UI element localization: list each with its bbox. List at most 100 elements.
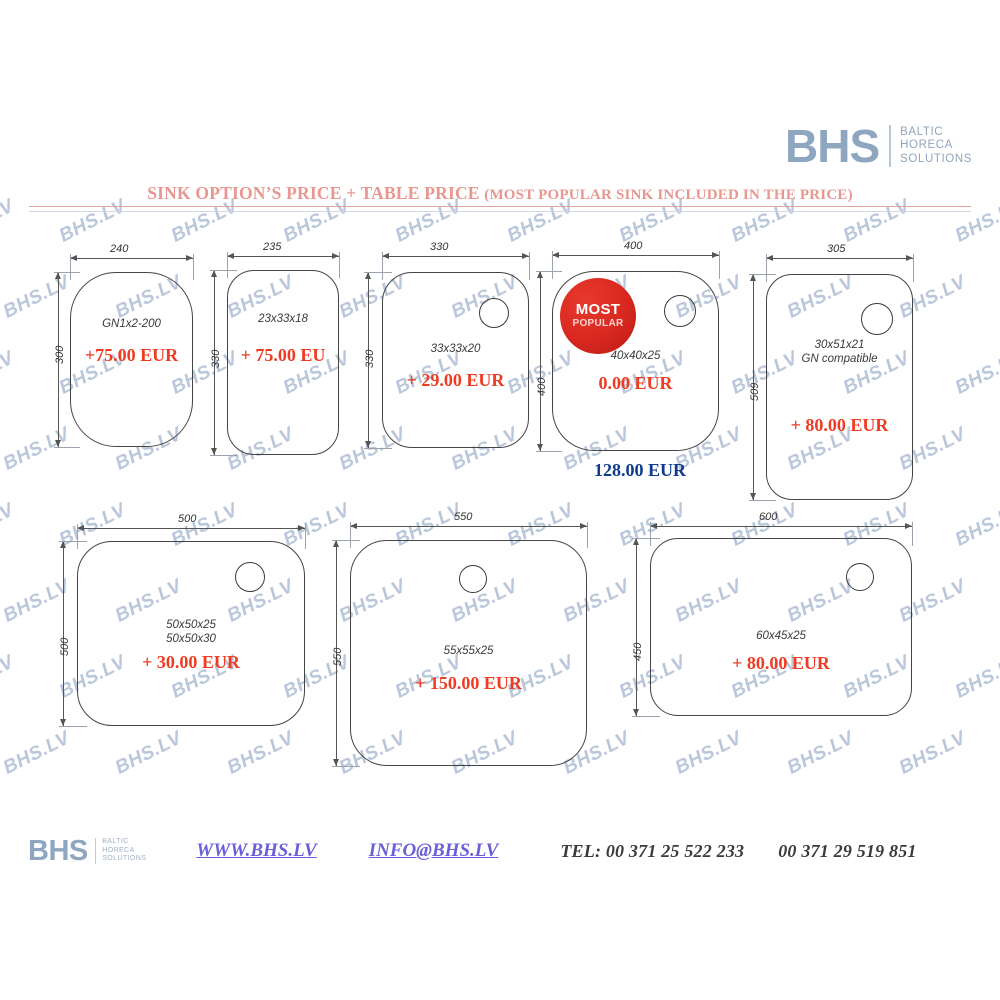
sink-model-label: GN1x2-200 xyxy=(42,318,222,330)
width-dimension-label: 550 xyxy=(454,511,473,523)
height-dimension-label: 330 xyxy=(364,349,376,368)
extension-line xyxy=(227,252,228,278)
sink-outline xyxy=(766,274,913,500)
email-link[interactable]: INFO@BHS.LV xyxy=(368,840,499,861)
sink-price: + 30.00 EUR xyxy=(142,652,240,672)
most-popular-badge: MOST POPULAR xyxy=(560,278,636,354)
sink-model-line-2: 50x50x30 xyxy=(166,633,216,645)
sink-price: +75.00 EUR xyxy=(84,345,179,365)
height-dimension-line xyxy=(58,272,59,447)
extension-line xyxy=(54,447,80,448)
height-dimension-line xyxy=(368,272,369,448)
footer-logo: BHS BALTIC HORECA SOLUTIONS xyxy=(28,835,146,867)
height-arrow-top xyxy=(537,271,543,278)
extension-line xyxy=(912,522,913,546)
sink-price: + 80.00 EUR xyxy=(732,653,830,673)
sink-model-line-1: 40x40x25 xyxy=(610,350,661,362)
footer-brand-name: BHS xyxy=(28,835,88,867)
width-arrow-right xyxy=(580,523,587,529)
sink-drawing xyxy=(766,274,913,500)
sink-model-label: 60x45x25 xyxy=(691,630,871,642)
height-arrow-bottom xyxy=(333,759,339,766)
drain-hole xyxy=(664,295,696,327)
extension-line xyxy=(59,541,87,542)
sink-outline xyxy=(650,538,912,716)
footer-bar: BHS BALTIC HORECA SOLUTIONS WWW.BHS.LV I… xyxy=(0,826,1000,876)
sink-drawing xyxy=(70,272,193,447)
logo-divider xyxy=(889,125,892,167)
width-dimension-line xyxy=(227,256,339,257)
width-arrow-right xyxy=(906,255,913,261)
width-dimension-label: 330 xyxy=(430,241,449,253)
website-link[interactable]: WWW.BHS.LV xyxy=(196,840,317,861)
height-arrow-top xyxy=(333,540,339,547)
extension-line xyxy=(332,540,360,541)
sink-model-label: 55x55x25 xyxy=(379,645,559,657)
extension-line xyxy=(193,254,194,280)
width-arrow-left xyxy=(382,253,389,259)
sink-model-label: 33x33x20 xyxy=(366,343,546,355)
sink-model-label: 30x51x21 GN compatible xyxy=(750,338,930,366)
sink-outline xyxy=(70,272,193,447)
tagline-line-1: BALTIC xyxy=(900,125,944,138)
width-arrow-left xyxy=(77,525,84,531)
sink-model-line-1: 55x55x25 xyxy=(443,645,494,657)
extension-line xyxy=(650,522,651,546)
width-dimension-line xyxy=(766,258,913,259)
brand-tagline: BALTIC HORECA SOLUTIONS xyxy=(900,126,972,167)
height-arrow-top xyxy=(750,274,756,281)
sink-price: + 150.00 EUR xyxy=(415,673,522,693)
height-arrow-top xyxy=(211,270,217,277)
height-arrow-top xyxy=(365,272,371,279)
drain-hole xyxy=(846,563,874,591)
width-dimension-label: 305 xyxy=(827,243,846,255)
sink-model-line-1: 30x51x21 xyxy=(814,339,865,351)
extension-line xyxy=(54,272,80,273)
sink-total-price: 128.00 EUR xyxy=(593,460,686,480)
height-dimension-label: 400 xyxy=(536,377,548,396)
page-title-main: SINK OPTION’S PRICE + TABLE PRICE xyxy=(147,183,480,203)
extension-line xyxy=(749,274,776,275)
width-arrow-right xyxy=(332,253,339,259)
phone-secondary: 00 371 29 519 851 xyxy=(778,840,917,861)
width-dimension-label: 240 xyxy=(110,243,129,255)
extension-line xyxy=(913,254,914,282)
width-dimension-label: 235 xyxy=(263,241,282,253)
drain-hole xyxy=(479,298,509,328)
sink-model-label: 23x33x18 xyxy=(193,313,373,325)
drain-hole xyxy=(235,562,265,592)
sink-model-line-2: GN compatible xyxy=(801,353,878,365)
sink-model-line-1: 33x33x20 xyxy=(430,343,481,355)
sink-drawing xyxy=(77,541,305,726)
height-arrow-bottom xyxy=(537,444,543,451)
page-title-note: (MOST POPULAR SINK INCLUDED IN THE PRICE… xyxy=(484,187,853,203)
height-arrow-bottom xyxy=(365,441,371,448)
sink-drawing xyxy=(650,538,912,716)
width-dimension-label: 500 xyxy=(178,513,197,525)
extension-line xyxy=(382,252,383,280)
extension-line xyxy=(332,766,360,767)
width-arrow-left xyxy=(227,253,234,259)
extension-line xyxy=(364,272,392,273)
height-arrow-bottom xyxy=(55,440,61,447)
width-dimension-line xyxy=(650,526,912,527)
extension-line xyxy=(632,716,660,717)
badge-line-2: POPULAR xyxy=(572,318,624,329)
height-arrow-bottom xyxy=(211,448,217,455)
extension-line xyxy=(552,251,553,279)
extension-line xyxy=(210,455,237,456)
height-dimension-label: 330 xyxy=(210,349,222,368)
sink-drawing xyxy=(552,271,719,451)
sink-model-line-1: GN1x2-200 xyxy=(102,318,161,330)
height-arrow-bottom xyxy=(750,493,756,500)
height-dimension-line xyxy=(636,538,637,716)
width-arrow-right xyxy=(522,253,529,259)
sink-model-line-1: 60x45x25 xyxy=(756,630,806,642)
extension-line xyxy=(210,270,237,271)
sink-outline xyxy=(227,270,339,455)
height-arrow-top xyxy=(60,541,66,548)
width-dimension-label: 600 xyxy=(759,511,778,523)
sink-model-line-1: 23x33x18 xyxy=(258,313,308,325)
extension-line xyxy=(77,524,78,549)
extension-line xyxy=(536,271,562,272)
